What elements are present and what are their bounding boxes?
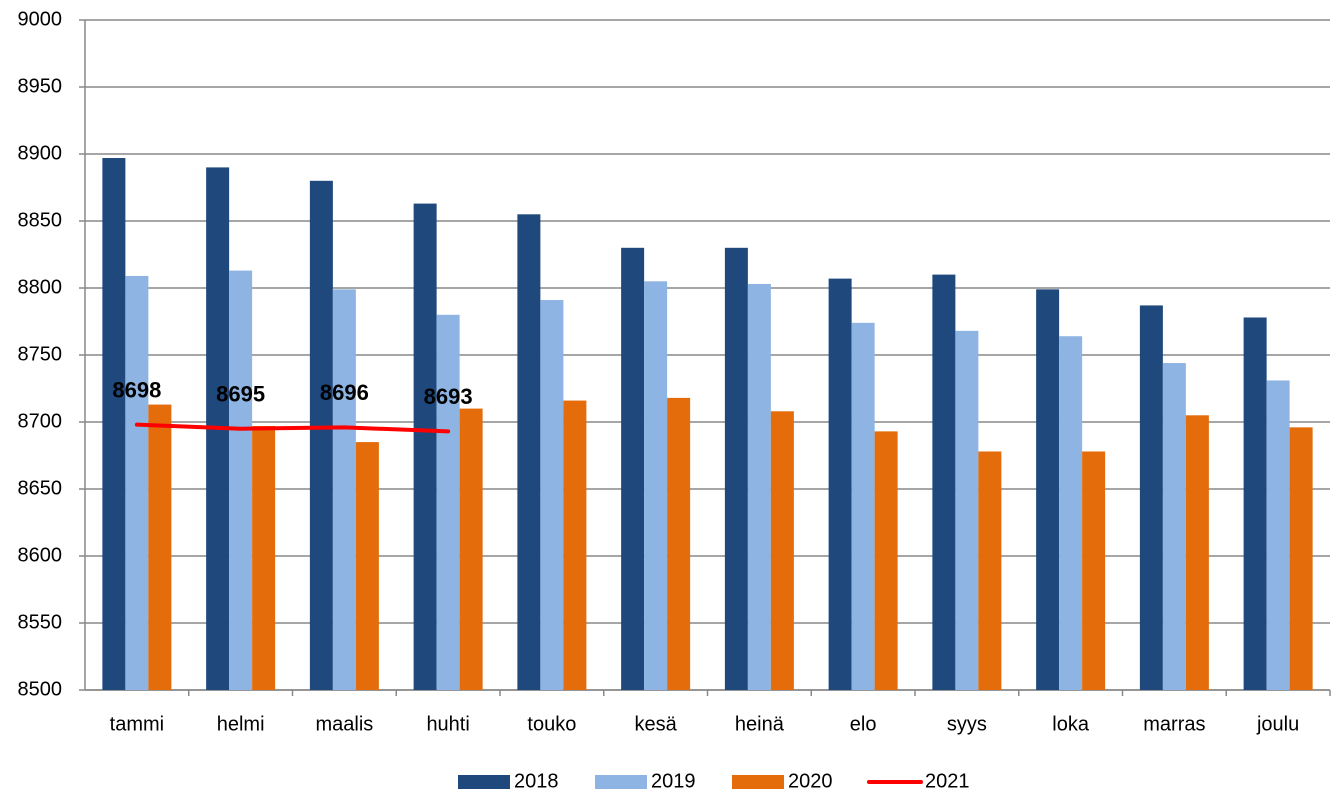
bar (1139, 305, 1163, 690)
bar (102, 158, 126, 690)
legend-label: 2021 (925, 770, 970, 792)
data-label: 8696 (320, 380, 369, 405)
bar (148, 404, 172, 690)
x-tick-label: syys (947, 713, 987, 735)
bar (459, 408, 483, 690)
y-tick-label: 8650 (18, 477, 63, 499)
bar (413, 203, 437, 690)
bar (125, 275, 149, 690)
bar (1082, 451, 1106, 690)
bar (1243, 317, 1267, 690)
x-tick-label: heinä (735, 713, 785, 735)
x-tick-label: kesä (635, 713, 678, 735)
bar (621, 247, 645, 691)
legend-swatch (458, 775, 510, 789)
y-tick-label: 8950 (18, 75, 63, 97)
y-tick-label: 8550 (18, 611, 63, 633)
bar (851, 322, 875, 690)
bar (1289, 427, 1313, 690)
x-tick-label: loka (1052, 713, 1090, 735)
bar (355, 442, 379, 690)
bar (332, 289, 356, 690)
x-tick-label: joulu (1256, 713, 1299, 735)
legend-label: 2020 (788, 770, 833, 792)
x-tick-label: marras (1143, 713, 1205, 735)
data-label: 8695 (216, 382, 265, 407)
bar (563, 400, 587, 690)
bar (1036, 289, 1060, 690)
bar (1162, 363, 1186, 690)
bar (229, 270, 253, 690)
x-tick-label: maalis (315, 713, 373, 735)
y-tick-label: 8850 (18, 209, 63, 231)
y-tick-label: 8800 (18, 276, 63, 298)
x-tick-label: elo (850, 713, 877, 735)
x-tick-label: huhti (426, 713, 469, 735)
bar (517, 214, 541, 691)
legend-swatch (732, 775, 784, 789)
bar (828, 278, 852, 690)
y-tick-label: 8700 (18, 410, 63, 432)
bar (436, 314, 460, 690)
bar (978, 451, 1002, 690)
y-tick-label: 9000 (18, 8, 63, 30)
legend-label: 2019 (651, 770, 696, 792)
bar (724, 247, 748, 691)
y-tick-label: 8900 (18, 142, 63, 164)
bar (1266, 380, 1290, 690)
bar (874, 431, 898, 690)
y-tick-label: 8600 (18, 544, 63, 566)
bar (252, 426, 276, 690)
y-tick-label: 8500 (18, 678, 63, 700)
bar (955, 330, 979, 690)
x-tick-label: helmi (217, 713, 265, 735)
bar (644, 281, 668, 690)
x-tick-label: touko (527, 713, 576, 735)
x-tick-label: tammi (110, 713, 164, 735)
bar (540, 300, 564, 690)
bar (1185, 415, 1209, 690)
bar (1059, 336, 1083, 690)
legend-label: 2018 (514, 770, 559, 792)
bar (667, 397, 691, 690)
data-label: 8693 (424, 384, 473, 409)
bar (747, 283, 771, 690)
legend-swatch (595, 775, 647, 789)
bar (309, 180, 333, 691)
line (134, 422, 451, 434)
data-label: 8698 (112, 377, 161, 402)
bar (932, 274, 956, 690)
y-tick-label: 8750 (18, 343, 63, 365)
bar (770, 411, 794, 690)
